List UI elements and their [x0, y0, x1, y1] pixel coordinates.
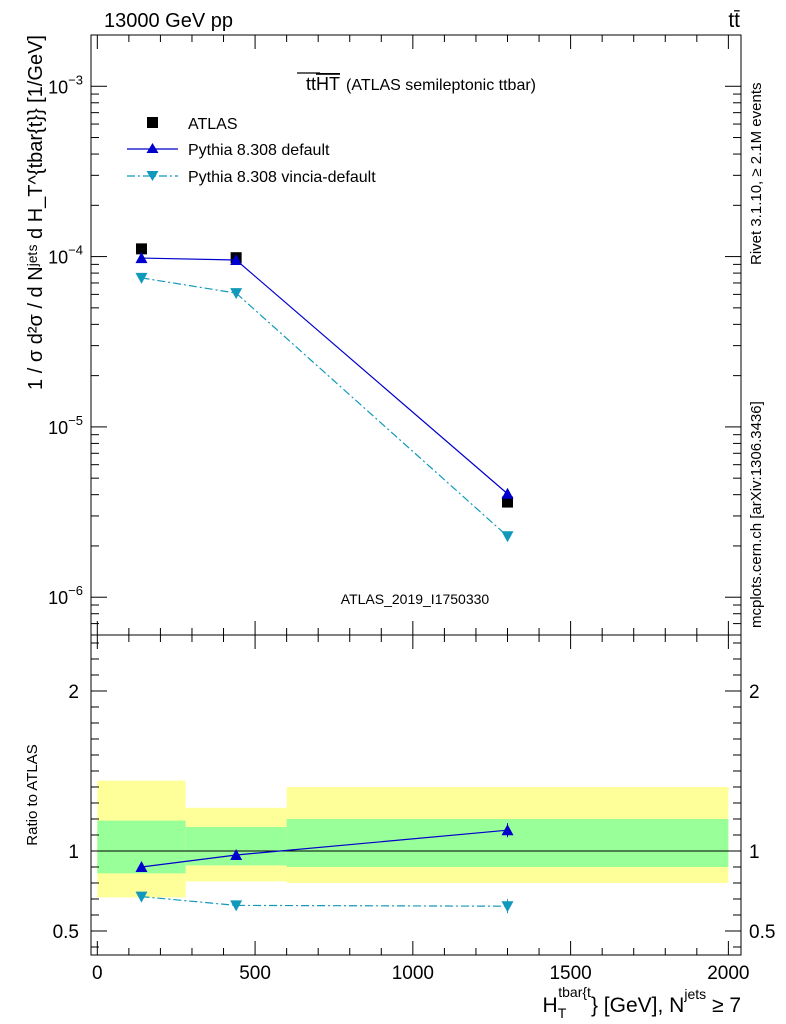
series-line-default — [141, 257, 508, 495]
ratio-y-tick-label-left: 0.5 — [53, 922, 79, 943]
ratio-y-axis-label: Ratio to ATLAS — [24, 744, 41, 845]
x-tick-label: 0 — [92, 963, 103, 984]
legend-label-default: Pythia 8.308 default — [188, 142, 330, 159]
data-point-vincia — [501, 531, 514, 543]
legend-marker-atlas — [147, 117, 158, 128]
main-y-axis-label: 1 / σ d²σ / d Nʲᵉᵗˢ d H_T^{tbar{t}} [1/G… — [25, 35, 47, 390]
plot-title: ttHT (ATLAS semileptonic ttbar) — [306, 74, 536, 94]
ratio-point-vincia — [230, 900, 243, 912]
series-line-vincia — [141, 277, 508, 537]
x-axis-label: HTtbar{t} [GeV], Njets ≥ 7 — [543, 984, 741, 1021]
ratio-line-vincia — [141, 896, 508, 907]
analysis-watermark: ATLAS_2019_I1750330 — [341, 591, 490, 607]
legend-marker-vincia — [146, 171, 159, 181]
ratio-point-vincia — [501, 901, 514, 913]
x-tick-label: 2000 — [707, 963, 749, 984]
x-tick-label: 1000 — [392, 963, 434, 984]
y-tick-label: 10−6 — [48, 583, 83, 608]
ratio-y-tick-label-right: 0.5 — [749, 922, 775, 943]
ratio-y-tick-label-left: 2 — [68, 682, 79, 703]
data-point-vincia — [230, 288, 243, 300]
main-panel: 10−6 10−5 10−4 10−3 ttHT (ATLAS semileptonic… — [25, 34, 742, 636]
x-tick-label: 1500 — [549, 963, 591, 984]
y-tick-label: 10−4 — [48, 243, 83, 268]
legend-label-vincia: Pythia 8.308 vincia-default — [188, 169, 376, 186]
ratio-point-default — [501, 824, 514, 836]
ratio-point-default — [230, 849, 243, 860]
ratio-y-tick-label-right: 1 — [749, 842, 760, 863]
legend: ATLAS Pythia 8.308 default Pythia 8.308 … — [127, 116, 376, 186]
mcplots-label: mcplots.cern.ch [arXiv:1306.3436] — [748, 401, 765, 628]
y-tick-label: 10−5 — [48, 413, 83, 438]
legend-marker-default — [146, 143, 159, 153]
rivet-label: Rivet 3.1.10, ≥ 2.1M events — [748, 83, 765, 266]
data-point-default — [135, 252, 148, 264]
ratio-panel-frame — [90, 634, 742, 956]
ratio-y-tick-label-left: 1 — [68, 842, 79, 863]
ratio-point-default — [135, 861, 148, 872]
legend-label-atlas: ATLAS — [188, 116, 238, 133]
data-point-atlas — [502, 496, 514, 508]
ratio-y-tick-label-right: 2 — [749, 682, 760, 703]
data-point-default — [501, 487, 514, 499]
ratio-point-vincia — [135, 891, 148, 903]
data-point-atlas — [135, 243, 147, 255]
header-energy-label: 13000 GeV pp — [104, 10, 233, 32]
x-tick-label: 500 — [239, 963, 271, 984]
data-point-default — [230, 253, 243, 265]
header-process-label: tt̄ — [728, 9, 740, 32]
data-point-vincia — [135, 272, 148, 284]
y-tick-label: 10−3 — [48, 72, 83, 97]
ratio-panel: 0.5 0.5 1 1 2 2 0 500 1000 1500 2000 Ratio to ATLA… — [24, 634, 775, 1021]
